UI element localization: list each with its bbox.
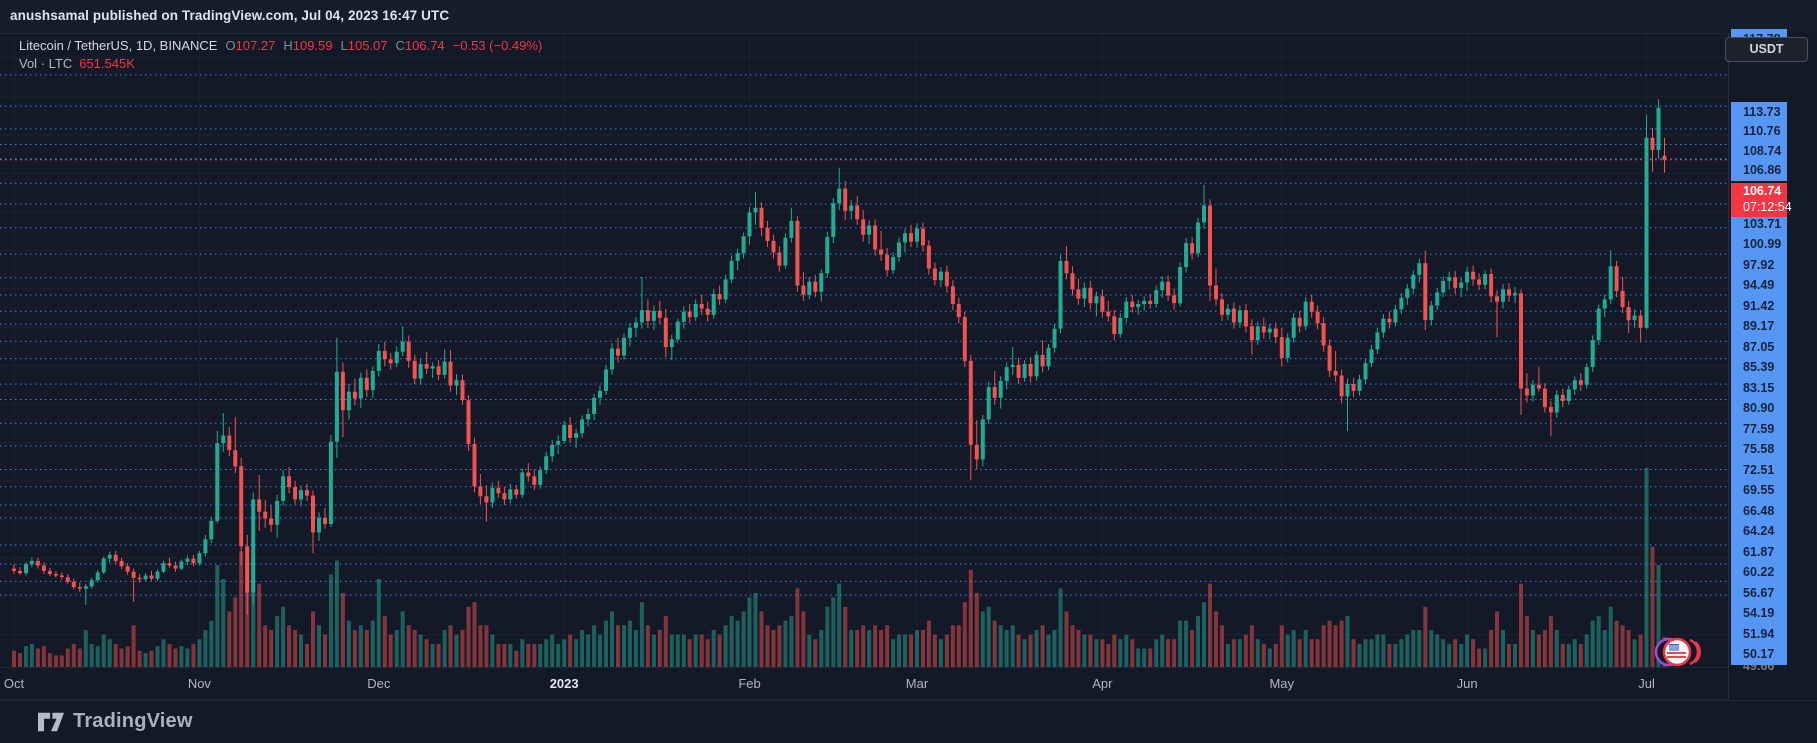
price-scale-label: 61.87 bbox=[1731, 541, 1787, 563]
month-label: Dec bbox=[367, 676, 391, 691]
price-scale-label: 77.59 bbox=[1731, 418, 1787, 440]
month-label: 2023 bbox=[549, 676, 579, 691]
footer-strip: TradingView bbox=[0, 700, 1817, 743]
tradingview-logo[interactable]: TradingView bbox=[38, 710, 193, 733]
price-scale-label: 64.24 bbox=[1731, 521, 1787, 542]
close-label: C bbox=[395, 38, 405, 53]
price-scale-label: 87.05 bbox=[1731, 336, 1787, 358]
high-label: H bbox=[283, 38, 293, 53]
price-scale-label: 66.48 bbox=[1731, 500, 1787, 522]
price-scale-label: 60.22 bbox=[1731, 562, 1787, 583]
price-scale-label: 56.67 bbox=[1731, 582, 1787, 604]
price-scale-label: 85.39 bbox=[1731, 357, 1787, 378]
price-scale-label: 106.86 bbox=[1731, 160, 1787, 181]
month-label: Jul bbox=[1638, 676, 1655, 691]
low-label: L bbox=[340, 38, 348, 53]
volume-label: Vol · LTC bbox=[19, 56, 73, 71]
price-scale-label: 108.74 bbox=[1731, 140, 1787, 162]
last-price-value: 106.74 bbox=[1743, 184, 1782, 198]
volume-row: Vol · LTC 651.545K bbox=[19, 55, 542, 73]
price-scale-label: 75.58 bbox=[1731, 439, 1787, 460]
close-value: 106.74 bbox=[404, 38, 445, 53]
symbol-title: Litecoin / TetherUS, 1D, BINANCE bbox=[19, 38, 218, 53]
month-label: Jun bbox=[1456, 676, 1478, 691]
bar-countdown: 07:12:54 bbox=[1743, 200, 1792, 214]
price-scale-label: 100.99 bbox=[1731, 234, 1787, 255]
volume-value: 651.545K bbox=[79, 56, 135, 71]
ohlc-row: Litecoin / TetherUS, 1D, BINANCE O107.27 H… bbox=[19, 37, 542, 55]
price-scale-label: 110.76 bbox=[1731, 121, 1787, 142]
month-label: Nov bbox=[187, 676, 211, 691]
price-scale-label: 91.42 bbox=[1731, 295, 1787, 317]
low-value: 105.07 bbox=[347, 38, 388, 53]
month-label: Mar bbox=[905, 676, 929, 691]
change-value: −0.53 (−0.49%) bbox=[452, 38, 543, 53]
currency-toggle-button[interactable]: USDT bbox=[1725, 37, 1808, 62]
candlestick-canvas[interactable] bbox=[0, 33, 1817, 700]
price-scale-label: 72.51 bbox=[1731, 459, 1787, 481]
us-flag-glyph bbox=[1667, 644, 1686, 660]
price-scale-label: 69.55 bbox=[1731, 480, 1787, 501]
attribution-bar: anushsamal published on TradingView.com,… bbox=[0, 0, 1817, 34]
price-scale[interactable]: 117.78 USDT 106.74 07:12:54 49.66 113.73… bbox=[1725, 29, 1817, 700]
price-scale-label: 113.73 bbox=[1731, 101, 1787, 123]
month-label: Feb bbox=[738, 676, 761, 691]
time-axis[interactable]: Oct Nov Dec 2023 Feb Mar Apr May Jun Jul bbox=[0, 667, 1728, 701]
tradingview-logo-text: TradingView bbox=[73, 710, 193, 732]
price-scale-label: 50.17 bbox=[1731, 644, 1787, 665]
attribution-text: anushsamal published on TradingView.com,… bbox=[10, 8, 450, 23]
price-scale-label: 94.49 bbox=[1731, 275, 1787, 296]
month-label: Apr bbox=[1092, 676, 1113, 691]
us-flag-events-icon[interactable] bbox=[1652, 635, 1702, 669]
price-scale-label: 97.92 bbox=[1731, 254, 1787, 276]
open-value: 107.27 bbox=[235, 38, 276, 53]
price-scale-label: 89.17 bbox=[1731, 316, 1787, 337]
last-price-badge: 106.74 07:12:54 bbox=[1731, 183, 1792, 217]
tradingview-logo-icon bbox=[38, 712, 64, 731]
month-label: Oct bbox=[3, 676, 25, 691]
price-scale-label: 83.15 bbox=[1731, 377, 1787, 399]
price-scale-label: 103.71 bbox=[1731, 213, 1787, 235]
open-label: O bbox=[225, 38, 236, 53]
high-value: 109.59 bbox=[292, 38, 333, 53]
price-scale-label: 51.94 bbox=[1731, 623, 1787, 645]
symbol-legend: Litecoin / TetherUS, 1D, BINANCE O107.27 H… bbox=[19, 37, 542, 73]
month-label: May bbox=[1269, 676, 1295, 691]
chart-pane[interactable]: Litecoin / TetherUS, 1D, BINANCE O107.27 H… bbox=[0, 29, 1817, 701]
price-scale-label: 80.90 bbox=[1731, 398, 1787, 419]
price-scale-label: 54.19 bbox=[1731, 603, 1787, 624]
